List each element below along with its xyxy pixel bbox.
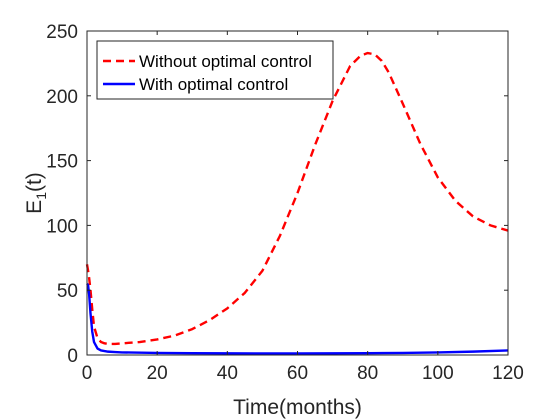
- legend-label-without-control: Without optimal control: [139, 52, 312, 71]
- y-axis-label: E1(t): [23, 172, 49, 214]
- y-tick-label: 150: [46, 152, 78, 173]
- x-tick-label: 0: [82, 363, 93, 384]
- y-tick-label: 250: [46, 22, 78, 43]
- y-tick-label: 200: [46, 87, 78, 108]
- y-axis-label-main: E: [23, 200, 46, 214]
- x-tick-label: 40: [217, 363, 238, 384]
- series-layer: [85, 51, 509, 355]
- x-axis-label: Time(months): [233, 396, 362, 419]
- y-tick-label: 100: [46, 216, 78, 237]
- legend: Without optimal control With optimal con…: [96, 40, 334, 100]
- y-axis-label-tail: (t): [23, 172, 46, 192]
- x-tick-label: 20: [147, 363, 168, 384]
- x-tick-label: 60: [287, 363, 308, 384]
- y-axis-label-sub: 1: [33, 192, 49, 200]
- y-tick-label: 0: [67, 346, 78, 367]
- series-line-1: [86, 282, 509, 355]
- x-tick-label: 80: [357, 363, 378, 384]
- legend-box: [96, 40, 334, 100]
- x-tick-label: 120: [492, 363, 524, 384]
- y-tick-label: 50: [57, 281, 78, 302]
- axes-layer: 0 20 40 60 80 100 120 0 50 100 150 200 250: [46, 22, 524, 384]
- legend-label-with-control: With optimal control: [139, 75, 288, 94]
- x-tick-label: 100: [422, 363, 454, 384]
- series-line-0: [85, 51, 509, 346]
